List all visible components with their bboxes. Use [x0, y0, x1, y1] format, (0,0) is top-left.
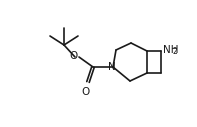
Text: 2: 2 [173, 47, 178, 56]
Text: N: N [108, 62, 116, 72]
Text: O: O [82, 87, 90, 97]
Text: NH: NH [163, 45, 178, 55]
Text: O: O [70, 51, 78, 61]
